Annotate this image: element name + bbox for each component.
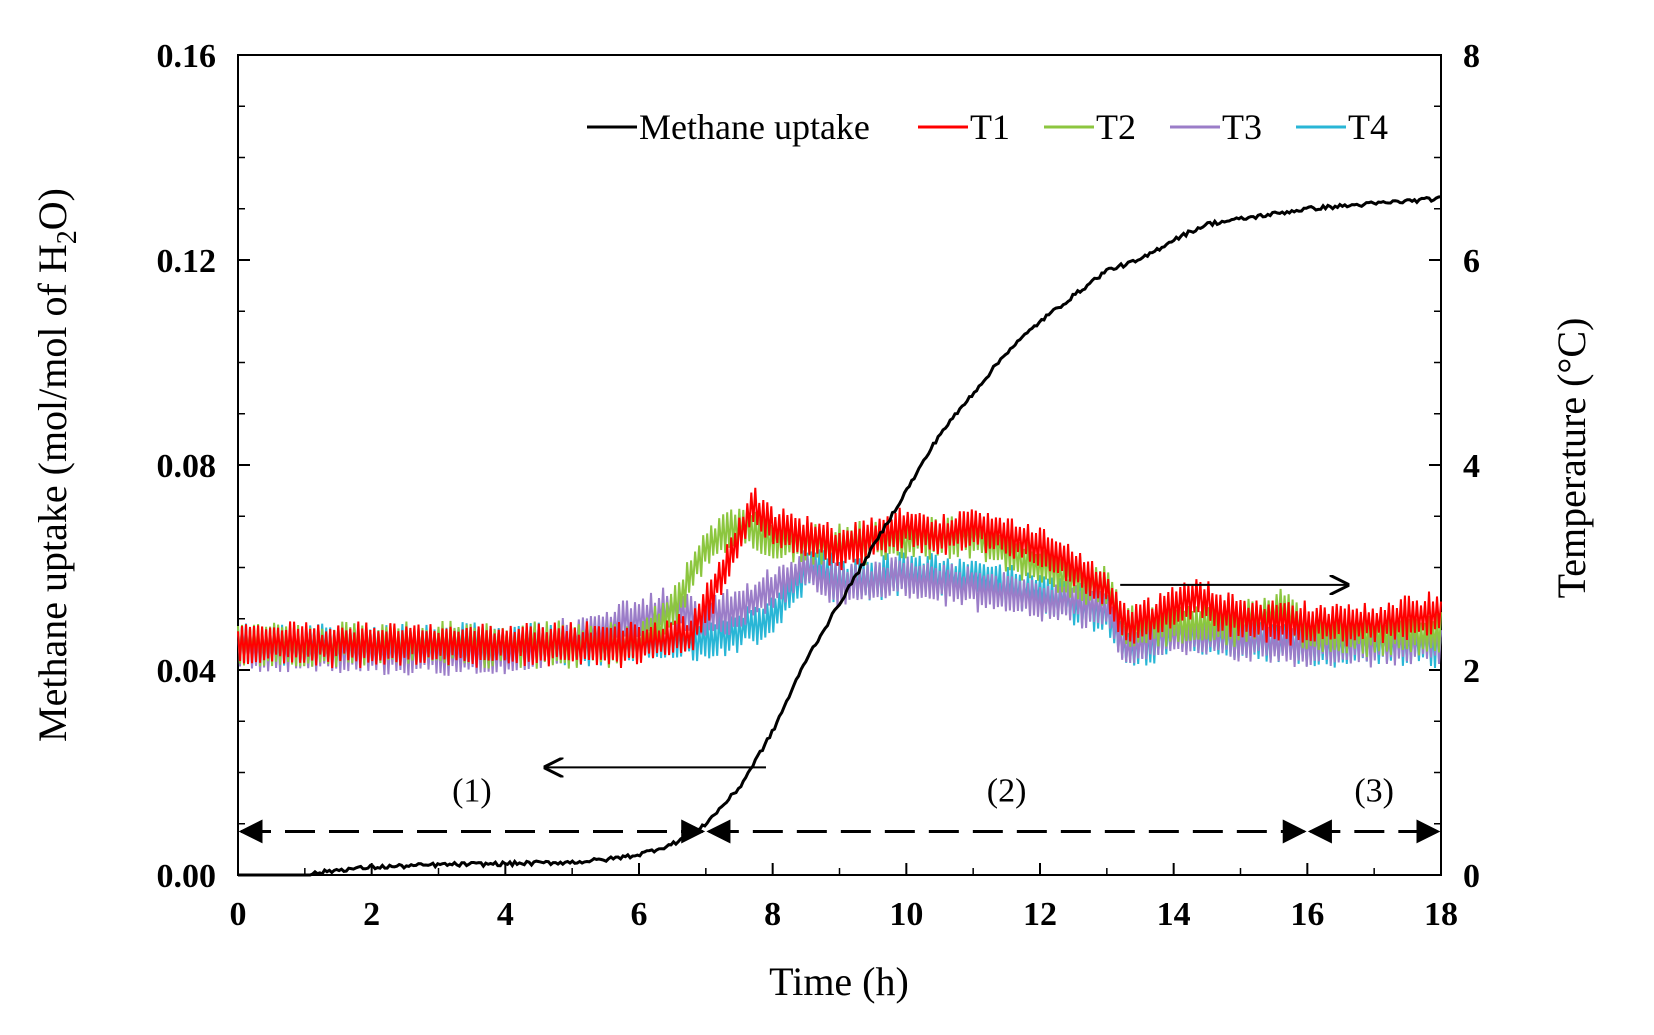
legend: Methane uptake T1 T2 T3 T4 — [587, 107, 1388, 147]
y-left-tick-label: 0.04 — [157, 653, 217, 690]
axis-ticks: 0 2 4 6 8 10 12 14 16 18 0.00 0.04 0.08 0.12 0.16 0 2 4 6 8 — [157, 38, 1481, 933]
legend-label: T4 — [1348, 107, 1388, 147]
y-right-tick-label: 4 — [1463, 448, 1480, 485]
y-left-tick-label: 0.12 — [157, 243, 217, 280]
series-line-t1 — [237, 487, 1442, 669]
y-right-tick-label: 2 — [1463, 653, 1480, 690]
y-left-title-sub: 2 — [52, 230, 83, 244]
y-left-tick-label: 0.16 — [157, 38, 217, 75]
legend-label: T2 — [1096, 107, 1136, 147]
legend-label: T3 — [1222, 107, 1262, 147]
x-tick-label: 10 — [889, 896, 923, 933]
x-tick-label: 8 — [764, 896, 781, 933]
x-tick-label: 2 — [363, 896, 380, 933]
plot-frame — [237, 54, 1442, 876]
y-left-title-part-3: O) — [30, 188, 75, 230]
region-label: (1) — [452, 772, 492, 809]
x-tick-label: 4 — [497, 896, 514, 933]
x-tick-label: 18 — [1424, 896, 1458, 933]
y-left-tick-label: 0.00 — [157, 858, 217, 895]
x-tick-label: 6 — [631, 896, 648, 933]
y-right-tick-label: 8 — [1463, 38, 1480, 75]
region-label: (2) — [987, 772, 1027, 809]
x-tick-label: 16 — [1290, 896, 1324, 933]
x-tick-label: 0 — [230, 896, 247, 933]
region-label: (3) — [1354, 772, 1394, 809]
y-left-title-part-1: Methane uptake (mol/mol of H — [30, 244, 75, 742]
y-right-tick-label: 0 — [1463, 858, 1480, 895]
y-right-axis-title: Temperature (°C) — [1549, 318, 1594, 599]
y-right-tick-label: 6 — [1463, 243, 1480, 280]
series-line-t2 — [237, 508, 1442, 669]
x-tick-label: 12 — [1023, 896, 1057, 933]
x-tick-label: 14 — [1157, 896, 1191, 933]
series-layer — [237, 195, 1442, 877]
legend-label: T1 — [970, 107, 1010, 147]
y-left-axis-title: Methane uptake (mol/mol of H2O) — [30, 188, 83, 742]
legend-label: Methane uptake — [639, 107, 870, 147]
series-line-methane-uptake — [238, 195, 1442, 877]
annotations-layer: (1) (2) (3) — [238, 585, 1441, 844]
x-axis-title: Time (h) — [769, 959, 909, 1004]
y-left-tick-label: 0.08 — [157, 448, 217, 485]
